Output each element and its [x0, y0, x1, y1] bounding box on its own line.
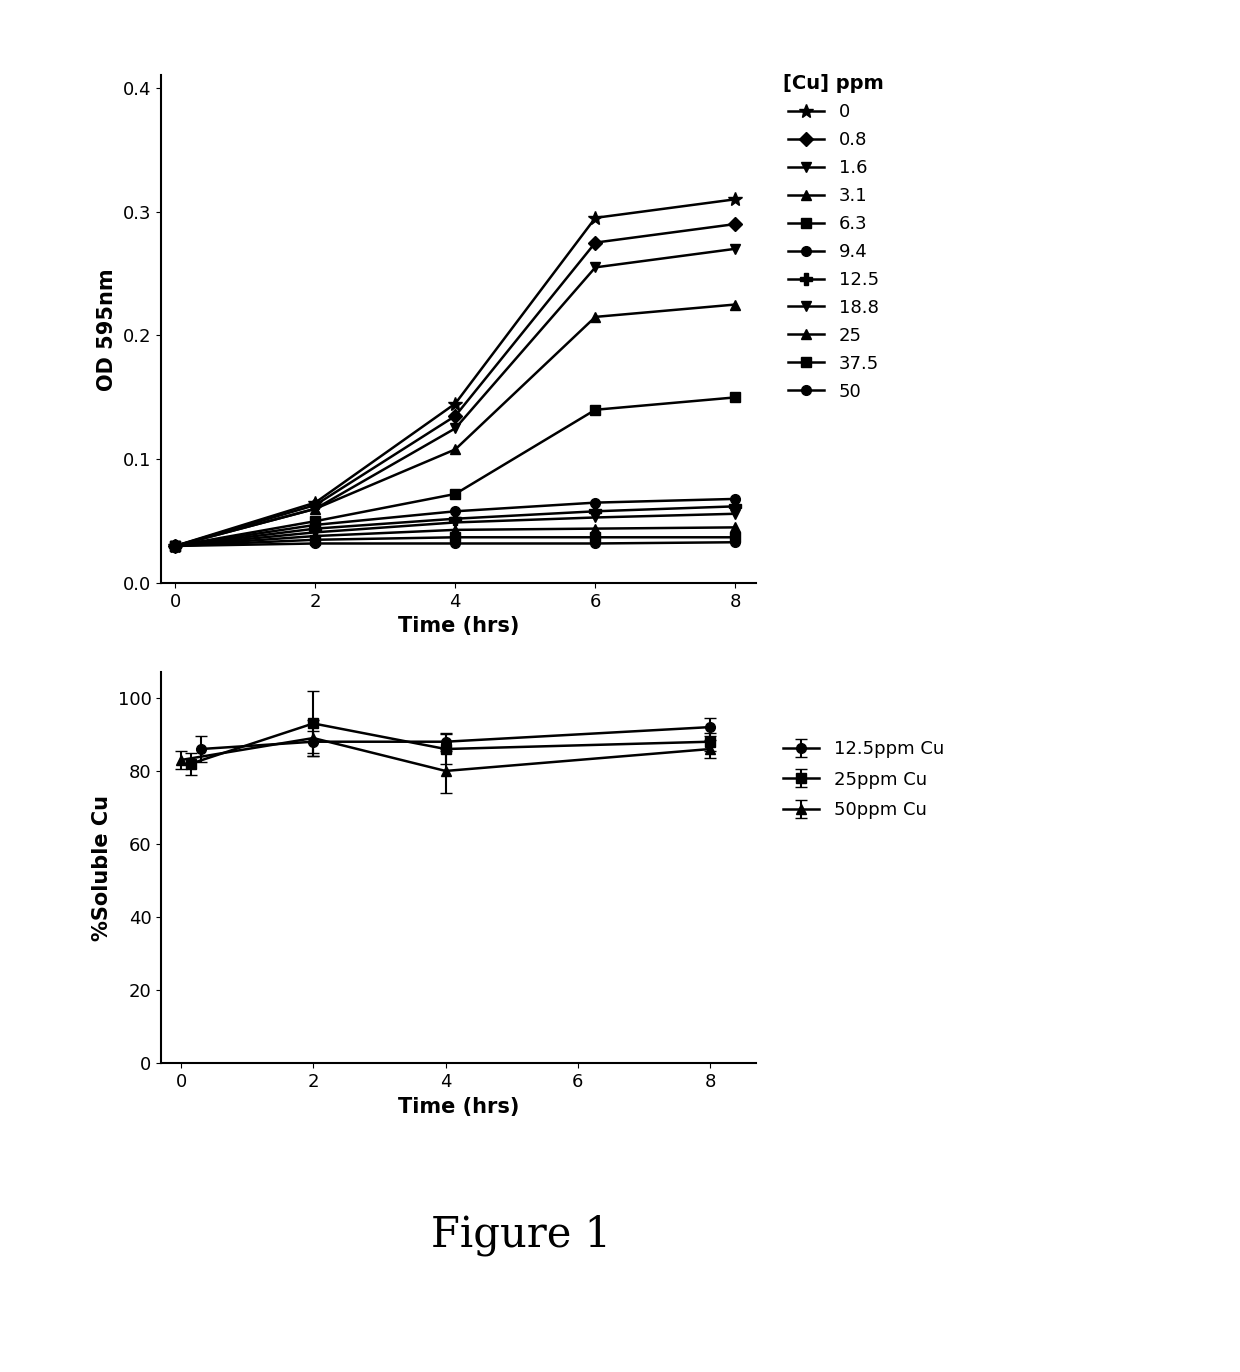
0 — [308, 494, 322, 510]
9.4 — [588, 494, 603, 510]
6.3 — [308, 513, 322, 530]
Line: 18.8: 18.8 — [170, 509, 740, 550]
9.4 — [448, 504, 463, 520]
18.8 — [448, 514, 463, 531]
6.3 — [588, 402, 603, 418]
0.8 — [588, 235, 603, 251]
12.5 — [588, 504, 603, 520]
6.3 — [728, 390, 743, 406]
3.1 — [588, 309, 603, 325]
0 — [728, 191, 743, 207]
3.1 — [728, 296, 743, 313]
3.1 — [448, 442, 463, 458]
0.8 — [448, 407, 463, 424]
50 — [448, 535, 463, 552]
Text: Figure 1: Figure 1 — [430, 1214, 611, 1255]
0.8 — [167, 538, 182, 554]
0 — [448, 395, 463, 412]
1.6 — [448, 420, 463, 436]
Line: 3.1: 3.1 — [170, 299, 740, 550]
1.6 — [167, 538, 182, 554]
12.5 — [448, 510, 463, 527]
37.5 — [728, 530, 743, 546]
50 — [308, 535, 322, 552]
Y-axis label: %Soluble Cu: %Soluble Cu — [92, 794, 112, 941]
Y-axis label: OD 595nm: OD 595nm — [98, 268, 118, 391]
0 — [167, 538, 182, 554]
X-axis label: Time (hrs): Time (hrs) — [398, 1096, 520, 1117]
1.6 — [308, 501, 322, 517]
12.5 — [728, 498, 743, 514]
0.8 — [728, 215, 743, 232]
Legend: 12.5ppm Cu, 25ppm Cu, 50ppm Cu: 12.5ppm Cu, 25ppm Cu, 50ppm Cu — [784, 740, 944, 819]
18.8 — [728, 505, 743, 521]
Line: 0.8: 0.8 — [170, 220, 740, 550]
X-axis label: Time (hrs): Time (hrs) — [398, 616, 520, 637]
18.8 — [308, 524, 322, 541]
50 — [728, 534, 743, 550]
0 — [588, 210, 603, 226]
Line: 1.6: 1.6 — [170, 244, 740, 550]
9.4 — [728, 491, 743, 508]
37.5 — [588, 530, 603, 546]
37.5 — [167, 538, 182, 554]
Legend: 0, 0.8, 1.6, 3.1, 6.3, 9.4, 12.5, 18.8, 25, 37.5, 50: 0, 0.8, 1.6, 3.1, 6.3, 9.4, 12.5, 18.8, … — [784, 74, 884, 401]
Line: 37.5: 37.5 — [170, 532, 740, 550]
12.5 — [167, 538, 182, 554]
25 — [167, 538, 182, 554]
1.6 — [728, 240, 743, 257]
9.4 — [308, 517, 322, 534]
37.5 — [448, 530, 463, 546]
25 — [448, 521, 463, 538]
3.1 — [167, 538, 182, 554]
Line: 50: 50 — [170, 538, 740, 550]
Line: 0: 0 — [169, 192, 743, 553]
9.4 — [167, 538, 182, 554]
1.6 — [588, 259, 603, 276]
0.8 — [308, 497, 322, 513]
6.3 — [167, 538, 182, 554]
6.3 — [448, 486, 463, 502]
Line: 12.5: 12.5 — [170, 501, 742, 552]
37.5 — [308, 531, 322, 547]
Line: 6.3: 6.3 — [170, 392, 740, 550]
Line: 25: 25 — [170, 523, 740, 550]
18.8 — [588, 509, 603, 525]
12.5 — [308, 520, 322, 536]
50 — [167, 538, 182, 554]
3.1 — [308, 501, 322, 517]
18.8 — [167, 538, 182, 554]
25 — [728, 519, 743, 535]
50 — [588, 535, 603, 552]
25 — [308, 528, 322, 545]
25 — [588, 520, 603, 536]
Line: 9.4: 9.4 — [170, 494, 740, 550]
